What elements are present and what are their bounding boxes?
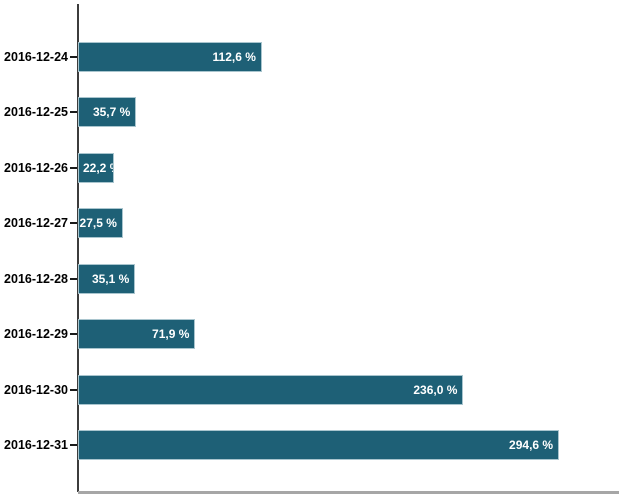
y-axis-tick — [70, 277, 77, 280]
bar: 294,6 % — [78, 430, 560, 460]
bar-value-label: 27,5 % — [79, 216, 117, 231]
category-date-label: 2016-12-24 — [4, 50, 68, 64]
y-axis-tick — [70, 444, 77, 446]
category-date-label: 2016-12-25 — [4, 105, 68, 120]
bar-value-label: 35,1 % — [91, 271, 130, 286]
bar-row: 2016-12-26 22,2 % — [0, 152, 626, 183]
bar: 71,9 % — [78, 319, 196, 350]
y-axis-tick — [70, 56, 77, 58]
category-date-label: 2016-12-29 — [4, 327, 68, 342]
y-axis-line — [77, 4, 79, 492]
y-axis-tick — [70, 111, 77, 114]
x-axis-baseline — [78, 491, 619, 494]
bar: 35,7 % — [78, 97, 137, 128]
bar: 35,1 % — [78, 263, 136, 294]
y-axis-tick — [70, 222, 77, 225]
bar-row: 2016-12-28 35,1 % — [0, 263, 626, 294]
bar-row: 2016-12-27 27,5 % — [0, 208, 626, 239]
bar-value-label: 294,6 % — [509, 438, 554, 452]
bar: 112,6 % — [78, 42, 262, 72]
bar-row: 2016-12-24 112,6 % — [0, 42, 626, 72]
bar-value-label: 112,6 % — [212, 50, 256, 64]
bar: 27,5 % — [78, 208, 123, 239]
bar: 22,2 % — [78, 152, 115, 183]
category-date-label: 2016-12-31 — [4, 438, 68, 452]
bar-row: 2016-12-29 71,9 % — [0, 319, 626, 350]
bar: 236,0 % — [78, 374, 464, 405]
bar-value-label: 71,9 % — [152, 327, 190, 342]
category-date-label: 2016-12-30 — [4, 382, 68, 397]
category-date-label: 2016-12-27 — [4, 216, 68, 231]
bar-value-label: 22,2 % — [83, 160, 113, 175]
bar-row: 2016-12-30 236,0 % — [0, 374, 626, 405]
bar-row: 2016-12-25 35,7 % — [0, 97, 626, 128]
y-axis-tick — [70, 333, 77, 336]
bar-value-label: 236,0 % — [413, 382, 458, 397]
y-axis-tick — [70, 388, 77, 391]
bar-row: 2016-12-31 294,6 % — [0, 430, 626, 460]
category-date-label: 2016-12-26 — [4, 160, 68, 175]
category-date-label: 2016-12-28 — [4, 271, 68, 286]
bar-value-label: 35,7 % — [92, 105, 131, 120]
y-axis-tick — [70, 166, 77, 169]
